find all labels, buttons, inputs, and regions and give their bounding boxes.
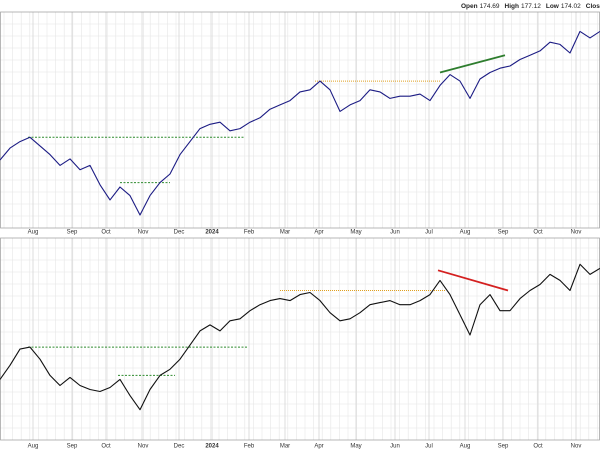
x-tick-label: Aug: [28, 230, 39, 236]
ohlc-label: Close: [586, 3, 600, 10]
price-line: [0, 263, 600, 411]
x-tick-label: Oct: [533, 230, 543, 236]
ohlc-value: 174.02: [561, 3, 581, 10]
ohlc-label: High: [505, 3, 519, 10]
x-tick-label: Nov: [571, 444, 582, 450]
price-line: [0, 30, 600, 216]
x-tick-label: Sep: [498, 444, 509, 450]
x-tick-label: 2024: [205, 444, 219, 450]
x-tick-label: Aug: [460, 444, 471, 450]
panel: Aug Sep Oct Nov Dec 2024 Feb Mar Apr May Jun Jul Aug…: [0, 237, 600, 450]
x-tick-label: Jul: [425, 230, 433, 236]
x-tick-label: Dec: [174, 444, 185, 450]
x-tick-label: 2024: [205, 230, 219, 236]
x-tick-label: Oct: [533, 444, 543, 450]
x-tick-label: Feb: [244, 230, 255, 236]
x-tick-label: Sep: [67, 230, 78, 236]
x-tick-label: Nov: [571, 230, 582, 236]
x-tick-label: Mar: [280, 230, 290, 236]
annotation-line: [439, 54, 506, 74]
x-tick-label: Nov: [138, 230, 149, 236]
x-tick-label: Mar: [280, 444, 290, 450]
ohlc-label: Low: [546, 3, 560, 10]
x-tick-label: May: [350, 444, 361, 450]
x-tick-label: Apr: [314, 230, 323, 236]
x-tick-label: Sep: [498, 230, 509, 236]
x-tick-label: Oct: [101, 230, 111, 236]
ohlc-label: Open: [461, 3, 478, 10]
x-tick-label: Jun: [390, 230, 400, 236]
x-tick-label: Nov: [138, 444, 149, 450]
x-tick-label: Feb: [244, 444, 255, 450]
x-tick-label: Dec: [174, 230, 185, 236]
x-tick-label: Sep: [67, 444, 78, 450]
x-tick-label: Oct: [101, 444, 111, 450]
x-tick-label: Jul: [425, 444, 433, 450]
x-tick-label: May: [350, 230, 361, 236]
ohlc-value: 174.69: [480, 3, 500, 10]
ohlc-value: 177.12: [521, 3, 541, 10]
panel: Aug Sep Oct Nov Dec 2024 Feb Mar Apr May Jun Jul Aug…: [0, 11, 600, 236]
x-tick-label: Apr: [314, 444, 323, 450]
x-tick-label: Aug: [460, 230, 471, 236]
x-tick-label: Jun: [390, 444, 400, 450]
annotation-line: [437, 269, 509, 292]
x-tick-label: Aug: [28, 444, 39, 450]
